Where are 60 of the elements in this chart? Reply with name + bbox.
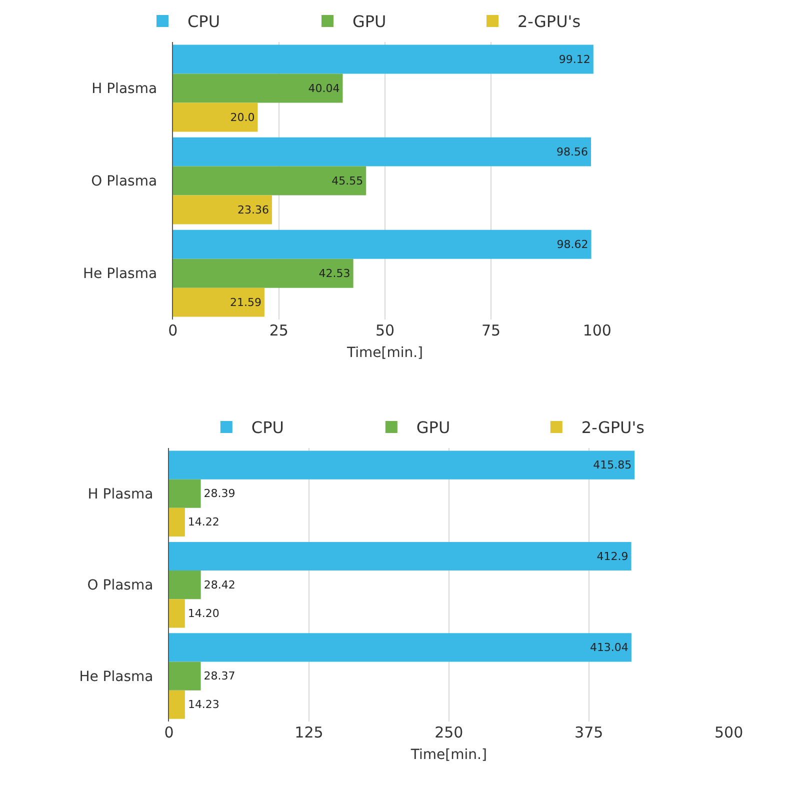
x-axis-title: Time[min.] bbox=[410, 746, 487, 763]
x-axis-title: Time[min.] bbox=[346, 344, 424, 361]
x-tick-label: 250 bbox=[434, 724, 464, 742]
bar bbox=[172, 258, 354, 288]
data-label: 98.56 bbox=[556, 145, 588, 158]
bar bbox=[169, 508, 185, 537]
x-tick-label: 500 bbox=[714, 724, 744, 742]
data-label: 99.12 bbox=[558, 52, 590, 66]
data-label: 413.04 bbox=[590, 640, 628, 654]
data-label: 28.42 bbox=[204, 578, 236, 592]
legend-label: 2-GPU's bbox=[581, 418, 644, 438]
bar bbox=[169, 570, 201, 600]
data-label: 14.20 bbox=[188, 606, 220, 620]
x-tick-label: 0 bbox=[168, 322, 178, 340]
legend-label: CPU bbox=[251, 418, 284, 438]
y-tick-label: O Plasma bbox=[91, 174, 158, 190]
data-label: 28.37 bbox=[204, 670, 236, 683]
data-label: 415.85 bbox=[593, 458, 632, 472]
legend-label: 2-GPU's bbox=[517, 12, 581, 32]
bar bbox=[172, 137, 592, 166]
x-tick-label: 75 bbox=[482, 322, 501, 340]
y-tick-label: He Plasma bbox=[79, 668, 154, 685]
legend-label: GPU bbox=[352, 12, 386, 32]
x-tick-label: 25 bbox=[269, 322, 288, 340]
data-label: 20.0 bbox=[230, 110, 255, 124]
y-tick-label: O Plasma bbox=[87, 578, 154, 594]
data-label: 98.62 bbox=[556, 238, 588, 251]
bar bbox=[172, 195, 272, 224]
bar bbox=[172, 102, 258, 132]
bar bbox=[169, 633, 632, 662]
data-label: 40.04 bbox=[308, 82, 340, 95]
data-label: 21.59 bbox=[230, 296, 262, 309]
legend-label: CPU bbox=[187, 12, 220, 32]
bar bbox=[169, 450, 635, 480]
y-tick-label: He Plasma bbox=[83, 266, 158, 282]
data-label: 14.22 bbox=[188, 516, 220, 529]
data-label: 23.36 bbox=[237, 203, 269, 216]
bar bbox=[172, 44, 594, 74]
x-tick-label: 375 bbox=[574, 724, 604, 742]
x-tick-label: 50 bbox=[375, 322, 395, 340]
data-label: 14.23 bbox=[188, 698, 220, 712]
x-tick-label: 125 bbox=[294, 724, 324, 742]
data-label: 412.9 bbox=[596, 550, 628, 563]
y-tick-label: H Plasma bbox=[92, 81, 158, 98]
bar bbox=[169, 479, 201, 508]
bar bbox=[169, 542, 632, 571]
bar bbox=[169, 690, 185, 719]
bar bbox=[172, 74, 343, 103]
bar bbox=[172, 230, 592, 259]
x-tick-label: 0 bbox=[164, 724, 174, 742]
bar bbox=[169, 662, 201, 690]
bar bbox=[172, 288, 264, 317]
x-tick-label: 100 bbox=[582, 322, 612, 340]
bar bbox=[169, 599, 185, 628]
y-tick-label: H Plasma bbox=[88, 486, 154, 503]
data-label: 45.55 bbox=[332, 174, 364, 188]
legend-label: GPU bbox=[416, 418, 450, 438]
data-label: 28.39 bbox=[204, 487, 236, 500]
bar bbox=[172, 166, 366, 196]
data-label: 42.53 bbox=[318, 266, 350, 280]
